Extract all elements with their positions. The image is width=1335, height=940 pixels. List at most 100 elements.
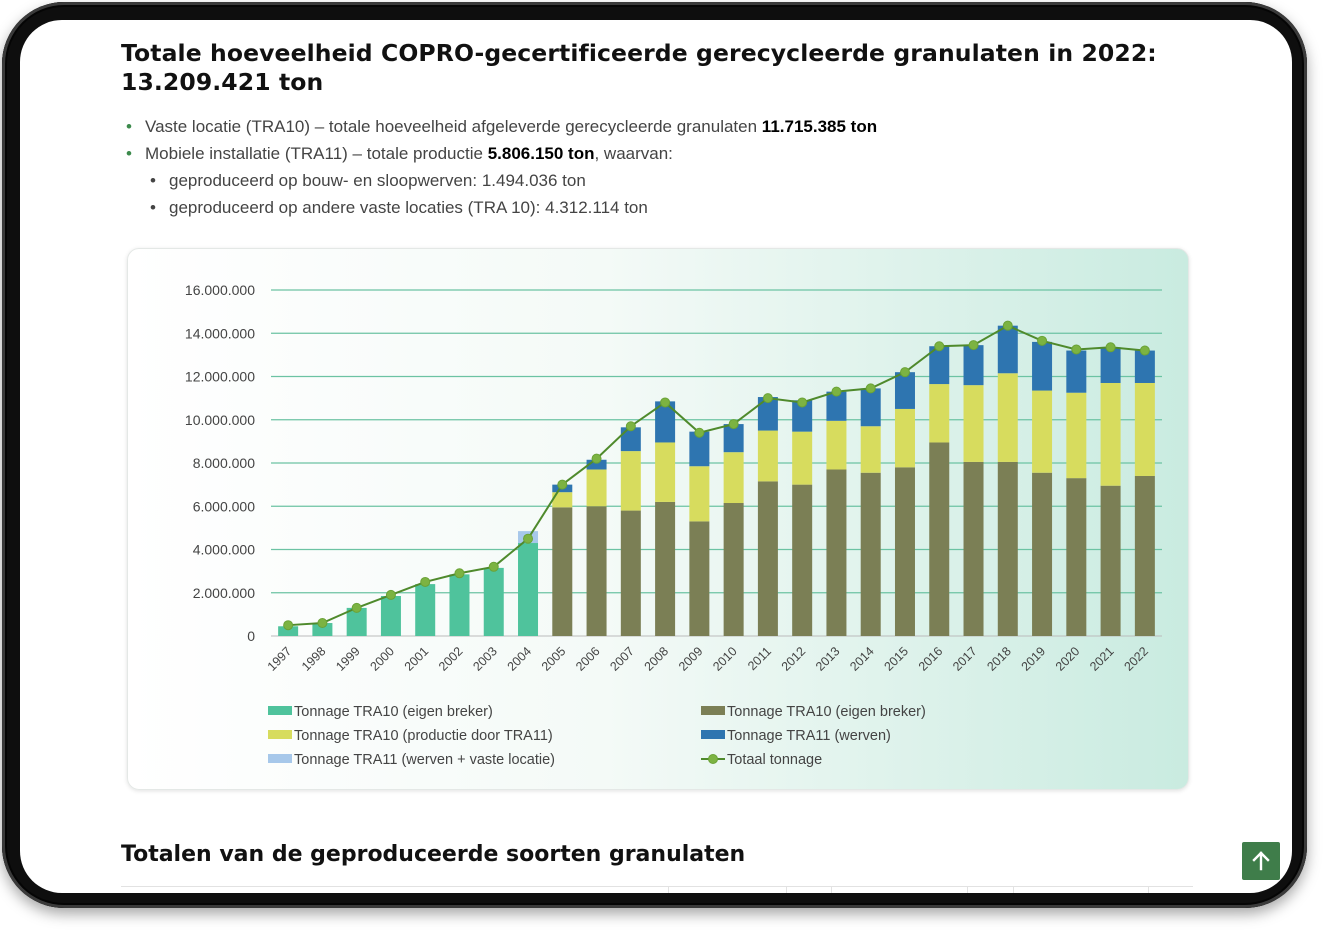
- bar-segment: [929, 346, 950, 385]
- bar-segment: [586, 506, 607, 636]
- line-point: [1037, 335, 1048, 346]
- bar-segment: [483, 567, 504, 636]
- x-tick-label: 2004: [505, 644, 535, 674]
- device-frame: Totale hoeveelheid COPRO-gecertificeerde…: [2, 2, 1307, 908]
- bar-segment: [1100, 347, 1121, 383]
- bar-segment: [792, 400, 813, 432]
- x-tick-label: 2005: [539, 644, 569, 674]
- bar-segment: [1066, 350, 1087, 393]
- legend-label: Tonnage TRA11 (werven + vaste locatie): [294, 752, 555, 768]
- line-point: [1002, 320, 1013, 331]
- line-point: [283, 620, 294, 631]
- y-tick-label: 12.000.000: [185, 369, 255, 385]
- scroll-to-top-button[interactable]: [1242, 842, 1280, 880]
- bar-segment: [826, 420, 847, 470]
- line-point: [591, 453, 602, 464]
- bar-segment: [1100, 382, 1121, 486]
- bullet-value: 11.715.385 ton: [761, 117, 878, 136]
- section-title: Totalen van de geproduceerde soorten gra…: [121, 842, 746, 867]
- bar-segment: [346, 607, 367, 636]
- line-point: [420, 576, 431, 587]
- bar-segment: [997, 325, 1018, 374]
- line-point: [557, 479, 568, 490]
- x-tick-label: 2022: [1121, 644, 1151, 674]
- bar-segment: [1066, 478, 1087, 636]
- line-point: [865, 383, 876, 394]
- bar-segment: [689, 521, 710, 636]
- legend-swatch: [701, 730, 725, 739]
- bar-segment: [655, 401, 676, 443]
- legend-label: Tonnage TRA10 (eigen breker): [294, 704, 493, 720]
- stacked-bar-chart: 0 2.000.000 4.000.000 6.000.000 8.000.000 10.…: [185, 282, 1162, 768]
- x-tick-label: 1999: [333, 644, 363, 674]
- x-tick-label: 2007: [607, 644, 637, 674]
- bar-segment: [689, 431, 710, 467]
- bar-segment: [620, 427, 641, 452]
- bar-segment: [826, 469, 847, 636]
- bar-segment: [792, 484, 813, 636]
- bar-segment: [723, 424, 744, 453]
- x-tick-label: 2001: [402, 644, 432, 674]
- bar-segment: [1032, 472, 1053, 636]
- bar-segment: [449, 574, 470, 636]
- bar-segment: [620, 451, 641, 511]
- bar-segment: [1134, 475, 1155, 636]
- y-tick-label: 14.000.000: [185, 325, 255, 341]
- bar-segment: [1134, 382, 1155, 476]
- line-point: [385, 589, 396, 600]
- legend-label: Totaal tonnage: [727, 752, 822, 768]
- bullet-text: Vaste locatie (TRA10) – totale hoeveelhe…: [145, 117, 762, 136]
- line-point: [694, 427, 705, 438]
- x-tick-label: 2006: [573, 644, 603, 674]
- y-tick-label: 10.000.000: [185, 412, 255, 428]
- line-point: [797, 397, 808, 408]
- bar-segment: [963, 385, 984, 462]
- bullet-value: 5.806.150 ton: [487, 144, 595, 163]
- bullet-text: Mobiele installatie (TRA11) – totale pro…: [145, 144, 488, 163]
- legend-swatch: [268, 706, 292, 715]
- bar-segment: [1032, 390, 1053, 473]
- line-point: [317, 618, 328, 629]
- arrow-up-icon: [1252, 851, 1270, 871]
- bar-segment: [552, 507, 573, 636]
- y-tick-label: 2.000.000: [193, 585, 255, 601]
- bar-segment: [997, 461, 1018, 636]
- line-point: [831, 386, 842, 397]
- table-header-edge: [121, 886, 1193, 893]
- bar-segment: [929, 442, 950, 636]
- bullet-tail: , waarvan:: [594, 144, 673, 163]
- x-tick-label: 2018: [984, 644, 1014, 674]
- line-point: [728, 419, 739, 430]
- bar-segment: [312, 623, 333, 636]
- series-line-totaal: [288, 324, 1145, 627]
- bar-segment: [860, 388, 881, 427]
- x-tick-label: 2016: [916, 644, 946, 674]
- x-tick-label: 2021: [1087, 644, 1117, 674]
- bar-segment: [655, 501, 676, 636]
- x-tick-label: 2017: [950, 644, 980, 674]
- legend-swatch: [268, 730, 292, 739]
- screen: Totale hoeveelheid COPRO-gecertificeerde…: [20, 20, 1292, 893]
- line-point: [1139, 345, 1150, 356]
- legend-label: Tonnage TRA10 (eigen breker): [727, 704, 926, 720]
- bar-segment: [826, 391, 847, 421]
- x-tick-label: 1997: [265, 644, 295, 674]
- sub-list-item: geproduceerd op bouw- en sloopwerven: 1.…: [120, 167, 877, 194]
- bar-segment: [586, 459, 607, 470]
- y-tick-label: 8.000.000: [193, 455, 255, 471]
- bar-segment: [689, 466, 710, 522]
- bar-segment: [518, 543, 539, 636]
- bar-segment: [1032, 341, 1053, 391]
- legend-label: Tonnage TRA10 (productie door TRA11): [294, 728, 553, 744]
- x-tick-label: 2020: [1053, 644, 1083, 674]
- legend-point-swatch: [708, 754, 718, 764]
- line-point: [454, 568, 465, 579]
- summary-list: Vaste locatie (TRA10) – totale hoeveelhe…: [120, 113, 877, 221]
- x-tick-label: 2000: [367, 644, 397, 674]
- line-point: [934, 341, 945, 352]
- bar-segment: [1134, 350, 1155, 383]
- line-point: [351, 602, 362, 613]
- y-tick-label: 16.000.000: [185, 282, 255, 298]
- bar-segment: [757, 397, 778, 431]
- legend-swatch: [268, 754, 292, 763]
